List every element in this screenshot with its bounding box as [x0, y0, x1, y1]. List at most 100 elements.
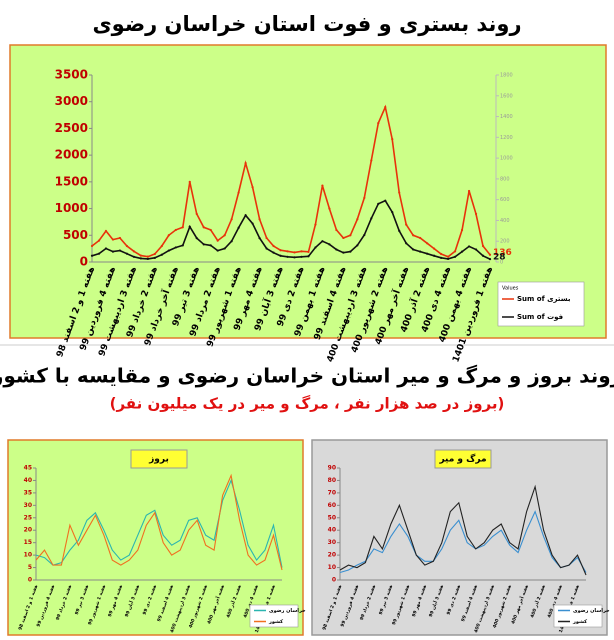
- legend-label: کشور: [572, 619, 587, 625]
- chart-title: بروز: [148, 455, 169, 465]
- point: [356, 244, 359, 247]
- y-tick-label: 2000: [55, 148, 88, 162]
- legend-box: [497, 281, 585, 327]
- heading: روند بروز و مرگ و میر استان خراسان رضوی …: [0, 364, 614, 388]
- y2-tick-label: 600: [500, 197, 510, 203]
- legend-label: خراسان رضوی: [269, 608, 306, 614]
- y-tick-label: 90: [328, 465, 336, 472]
- point: [230, 218, 233, 221]
- y2-tick-label: 0: [500, 260, 503, 266]
- chart-panel: [311, 439, 608, 636]
- y-tick-label: 35: [24, 489, 32, 496]
- y-tick-label: 45: [24, 465, 32, 472]
- point: [111, 250, 115, 253]
- point: [181, 226, 184, 229]
- y-tick-label: 20: [328, 552, 336, 559]
- point: [279, 249, 282, 252]
- point: [244, 162, 247, 165]
- series-line: [91, 199, 491, 260]
- subheading: (بروز در صد هزار نفر ، مرگ و میر در یک م…: [110, 395, 505, 413]
- point: [433, 247, 436, 250]
- point: [139, 257, 142, 260]
- point: [356, 218, 359, 221]
- y2-tick-label: 1800: [500, 73, 513, 79]
- point: [370, 217, 373, 220]
- point: [125, 252, 129, 255]
- y-tick-label: 15: [24, 539, 32, 546]
- point: [307, 255, 310, 258]
- point: [363, 233, 366, 237]
- point: [153, 252, 156, 256]
- point: [188, 180, 191, 183]
- y2-tick-label: 1000: [500, 156, 513, 162]
- point: [216, 249, 219, 252]
- y-tick-label: 3500: [55, 68, 88, 82]
- point: [481, 244, 485, 248]
- y-tick-label: 5: [28, 564, 32, 571]
- y2-tick-label: 800: [500, 176, 510, 182]
- point: [97, 239, 101, 242]
- point: [363, 196, 366, 199]
- y-tick-label: 25: [24, 514, 32, 521]
- point: [237, 226, 240, 229]
- point: [440, 252, 443, 256]
- point: [467, 245, 471, 248]
- chart-panel: [7, 439, 304, 636]
- point: [391, 211, 394, 214]
- legend-label: کشور: [268, 619, 283, 625]
- data-label: 136: [493, 248, 512, 258]
- y-tick-label: 30: [24, 502, 32, 509]
- point: [342, 251, 345, 254]
- point: [314, 223, 317, 226]
- point: [216, 239, 219, 242]
- y-tick-label: 0: [332, 577, 336, 584]
- y-tick-label: 0: [80, 255, 88, 269]
- y-tick-label: 0: [28, 577, 32, 584]
- point: [447, 257, 450, 260]
- point: [412, 248, 415, 251]
- point: [307, 250, 310, 253]
- point: [223, 247, 226, 250]
- y-tick-label: 80: [328, 477, 336, 484]
- point: [153, 256, 156, 259]
- point: [286, 250, 289, 253]
- title-box: [130, 449, 188, 469]
- point: [321, 240, 324, 243]
- point: [118, 236, 122, 240]
- point: [223, 234, 226, 237]
- point: [342, 236, 345, 240]
- y-tick-label: 1500: [55, 174, 88, 188]
- point: [265, 247, 268, 250]
- point: [286, 255, 289, 258]
- point: [251, 222, 254, 225]
- point: [426, 252, 429, 255]
- point: [202, 226, 205, 229]
- series-line: [35, 473, 283, 571]
- point: [258, 237, 261, 240]
- y-tick-label: 40: [24, 477, 32, 484]
- point: [412, 234, 415, 237]
- legend-label: Sum of فوت: [517, 313, 563, 321]
- point: [167, 234, 170, 237]
- point: [272, 244, 275, 248]
- point: [272, 251, 275, 254]
- point: [488, 257, 492, 261]
- point: [433, 254, 436, 257]
- point: [300, 255, 303, 258]
- point: [209, 228, 212, 232]
- point: [335, 228, 338, 232]
- point: [125, 244, 129, 248]
- point: [104, 229, 108, 233]
- y-tick-label: 70: [328, 489, 336, 496]
- point: [237, 191, 240, 194]
- chart-title: مرگ و میر: [438, 453, 486, 465]
- point: [160, 244, 163, 248]
- point: [174, 228, 177, 232]
- point: [405, 242, 408, 245]
- point: [349, 234, 352, 237]
- point: [391, 138, 394, 141]
- title-box: [434, 449, 492, 469]
- data-label: 28: [493, 253, 506, 263]
- point: [328, 207, 331, 210]
